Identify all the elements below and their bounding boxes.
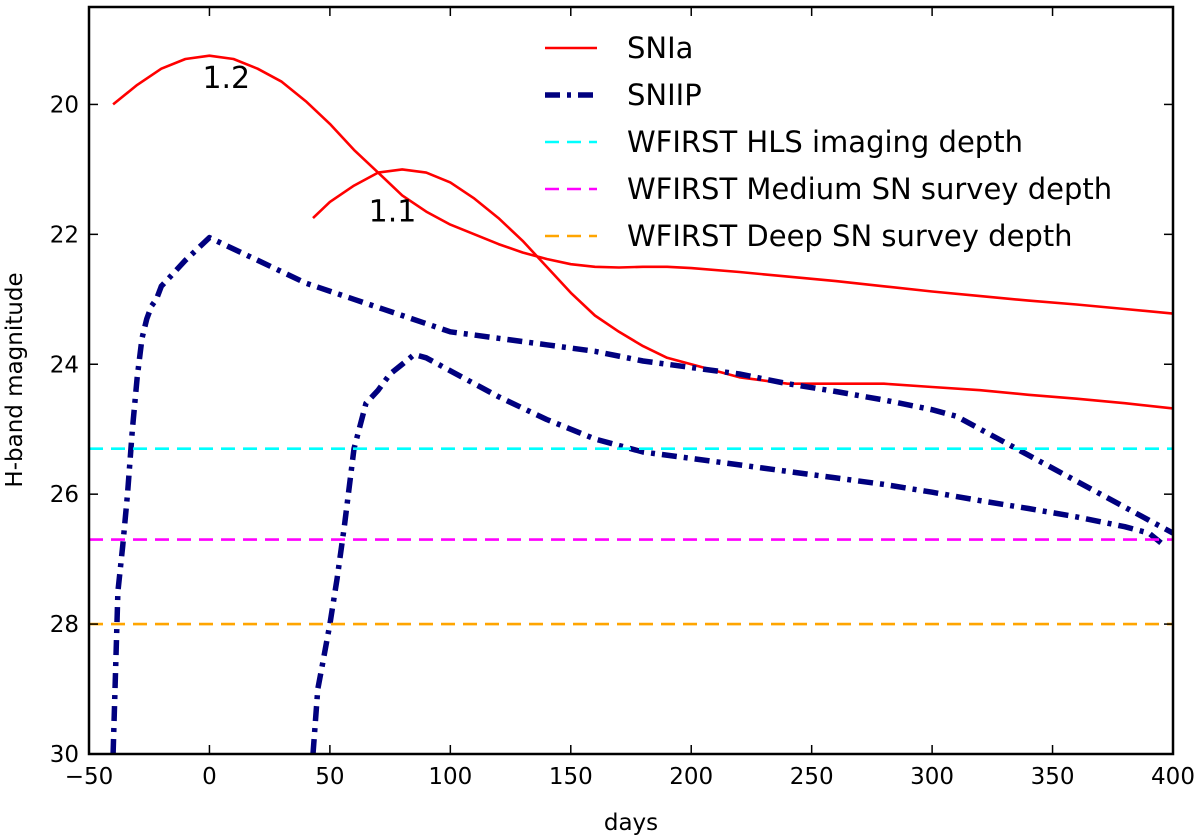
series-line-sniip — [110, 234, 1173, 754]
annotation-label: 1.1 — [369, 194, 417, 229]
y-tick-label: 22 — [50, 222, 79, 248]
legend-label: WFIRST Medium SN survey depth — [627, 172, 1112, 206]
series-line-snia-z-1-1 — [312, 168, 1173, 410]
x-tick-label: 0 — [202, 764, 217, 790]
legend-label: SNIa — [627, 31, 693, 65]
x-tick-label: 250 — [790, 764, 834, 790]
x-tick-label: 50 — [315, 764, 344, 790]
y-tick-label: 26 — [50, 482, 79, 508]
y-tick-label: 24 — [50, 352, 79, 378]
series-line-snia — [112, 54, 1173, 315]
legend-label: WFIRST HLS imaging depth — [627, 125, 1023, 159]
x-tick-label: 350 — [1031, 764, 1075, 790]
annotation-label: 1.2 — [202, 61, 250, 96]
x-tick-label: 150 — [549, 764, 593, 790]
ticks-layer: −50 0 50 100 150 200 250 300 350 400 20 22 24 26 28 30 — [50, 7, 1195, 790]
annotation-layer: 1.2 1.1 — [202, 61, 416, 229]
y-tick-label: 20 — [50, 92, 79, 118]
plot-frame — [87, 5, 1175, 756]
x-axis-label: days — [604, 810, 658, 836]
legend-label: WFIRST Deep SN survey depth — [627, 219, 1073, 253]
x-tick-label: 100 — [428, 764, 472, 790]
x-tick-label: 200 — [669, 764, 713, 790]
legend: SNIa SNIIP WFIRST HLS imaging depth WFIRST … — [545, 31, 1112, 253]
x-tick-label: −50 — [65, 764, 114, 790]
series-layer — [89, 54, 1173, 754]
series-line-sniip-z-1-1 — [310, 351, 1163, 754]
y-tick-label: 28 — [50, 612, 79, 638]
x-tick-label: 300 — [910, 764, 954, 790]
y-tick-label: 30 — [50, 742, 79, 768]
legend-label: SNIIP — [627, 78, 702, 112]
x-tick-label: 400 — [1151, 764, 1195, 790]
y-axis-label: H-band magnitude — [2, 272, 28, 487]
